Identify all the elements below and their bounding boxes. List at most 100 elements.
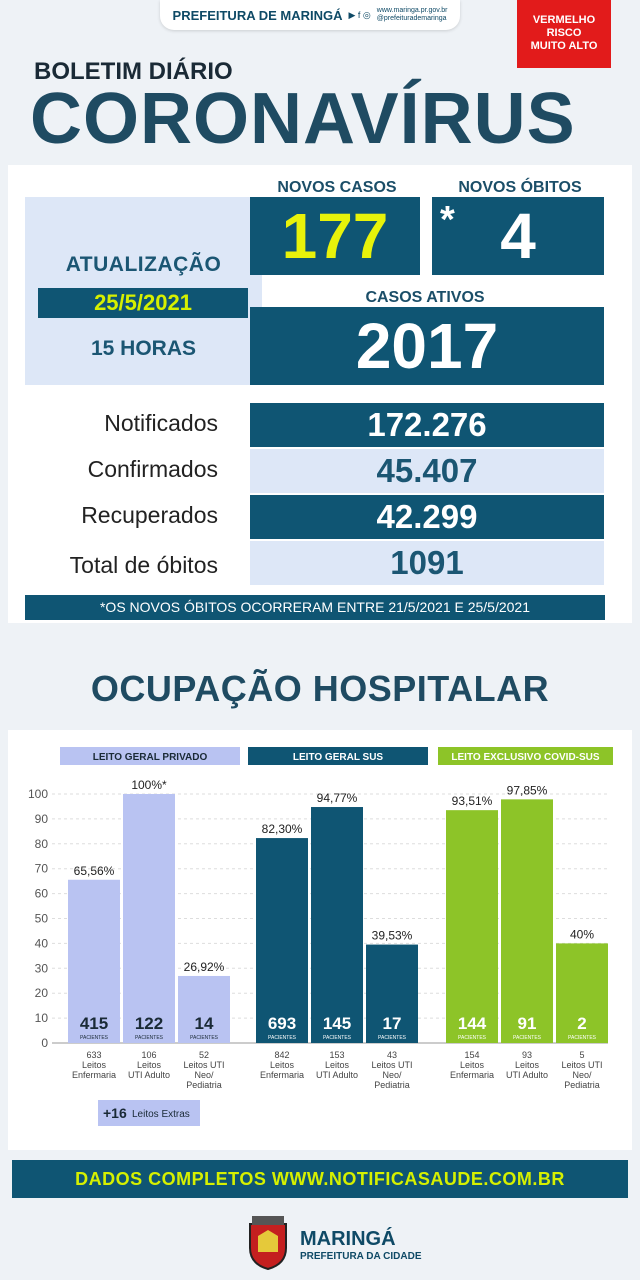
bar-beds-label: Leitos UTI: [561, 1060, 602, 1070]
bar-patients-count: 144: [458, 1014, 487, 1033]
footer-banner: DADOS COMPLETOS WWW.NOTIFICASAUDE.COM.BR: [12, 1160, 628, 1198]
group-header-label: LEITO GERAL SUS: [293, 752, 384, 763]
y-tick-label: 10: [35, 1011, 49, 1025]
bar-beds-label: Enfermaria: [260, 1070, 304, 1080]
bar-beds-label: UTI Adulto: [128, 1070, 170, 1080]
stat-value-confirmados: 45.407: [250, 449, 604, 493]
stat-label-recuperados: Recuperados: [81, 502, 218, 528]
asterisk-mark: *: [440, 199, 455, 241]
group-header-0: [60, 747, 240, 765]
bar-patients-count: 415: [80, 1014, 108, 1033]
stat-value-recuperados: 42.299: [250, 495, 604, 539]
bar: [366, 944, 418, 1043]
bar-beds-label: 52: [199, 1050, 209, 1060]
bar-patients-label: PACIENTES: [458, 1035, 487, 1041]
update-date: 25/5/2021: [38, 288, 248, 318]
bar-beds-label: Neo/: [572, 1070, 592, 1080]
new-deaths-label: NOVOS ÓBITOS: [458, 179, 582, 196]
bar-beds-label: Leitos: [137, 1060, 162, 1070]
y-tick-label: 50: [35, 912, 49, 926]
social-info: www.maringa.pr.gov.br @prefeiturademarin…: [376, 7, 448, 22]
bar-beds-label: Pediatria: [374, 1080, 410, 1090]
y-tick-label: 40: [35, 936, 49, 950]
bar: [311, 807, 363, 1043]
bar-percent-label: 26,92%: [184, 960, 225, 974]
group-header-2: [438, 747, 613, 765]
bar-beds-label: 633: [86, 1050, 101, 1060]
bar-patients-label: PACIENTES: [268, 1035, 297, 1041]
active-cases-value: 2017: [250, 307, 604, 385]
bar: [256, 838, 308, 1043]
update-label: ATUALIZAÇÃO: [65, 253, 222, 276]
bar-beds-label: 93: [522, 1050, 532, 1060]
bar-beds-label: Leitos UTI: [371, 1060, 412, 1070]
bar-patients-label: PACIENTES: [323, 1035, 352, 1041]
bar-patients-count: 17: [383, 1014, 402, 1033]
bar-beds-label: 842: [274, 1050, 289, 1060]
bar-beds-label: Pediatria: [564, 1080, 600, 1090]
bar-beds-label: Enfermaria: [72, 1070, 116, 1080]
bar-patients-label: PACIENTES: [80, 1035, 109, 1041]
y-tick-label: 70: [35, 862, 49, 876]
bar-patients-count: 122: [135, 1014, 163, 1033]
bulletin-label: BOLETIM DIÁRIO: [34, 58, 233, 85]
extra-beds-text: Leitos Extras: [132, 1109, 190, 1120]
bar-beds-label: 43: [387, 1050, 397, 1060]
new-cases-label: NOVOS CASOS: [277, 179, 397, 196]
deaths-note: *OS NOVOS ÓBITOS OCORRERAM ENTRE 21/5/20…: [25, 595, 605, 620]
risk-badge: VERMELHO RISCO MUITO ALTO: [517, 0, 611, 68]
stat-label-obitos: Total de óbitos: [69, 552, 218, 578]
logo-name: MARINGÁ: [300, 1228, 396, 1250]
stat-label-confirmados: Confirmados: [87, 456, 218, 482]
active-cases-label: CASOS ATIVOS: [365, 289, 485, 306]
bar-beds-label: Leitos: [270, 1060, 295, 1070]
top-header-bar: PREFEITURA DE MARINGÁ ▶ f ◎ www.maringa.…: [160, 0, 460, 30]
bar-percent-label: 40%: [570, 927, 594, 941]
bar-patients-label: PACIENTES: [568, 1035, 597, 1041]
bar-beds-label: Leitos UTI: [183, 1060, 224, 1070]
bar-patients-count: 2: [577, 1014, 586, 1033]
bar: [178, 975, 230, 1043]
bar-patients-label: PACIENTES: [513, 1035, 542, 1041]
y-tick-label: 30: [35, 961, 49, 975]
new-deaths-box: * 4: [432, 197, 604, 275]
bar-beds-label: Neo/: [382, 1070, 402, 1080]
new-cases-value: 177: [250, 197, 420, 275]
city-crest-icon: [244, 1214, 292, 1271]
y-tick-label: 90: [35, 812, 49, 826]
bar-percent-label: 93,51%: [452, 794, 493, 808]
bar-beds-label: Leitos: [325, 1060, 350, 1070]
bar-percent-label: 100%*: [131, 778, 167, 792]
bar: [123, 794, 175, 1043]
new-deaths-value: 4: [500, 200, 536, 272]
bar-beds-label: Enfermaria: [450, 1070, 494, 1080]
group-header-label: LEITO GERAL PRIVADO: [93, 752, 208, 763]
y-tick-label: 20: [35, 986, 49, 1000]
extra-beds-badge: [98, 1100, 200, 1126]
stat-label-notificados: Notificados: [104, 410, 218, 436]
stat-value-notificados: 172.276: [250, 403, 604, 447]
bar-patients-count: 693: [268, 1014, 296, 1033]
bar: [501, 799, 553, 1043]
bar-patients-label: PACIENTES: [135, 1035, 164, 1041]
bar: [556, 943, 608, 1043]
group-header-label: LEITO EXCLUSIVO COVID-SUS: [451, 752, 599, 763]
bar-beds-label: UTI Adulto: [316, 1070, 358, 1080]
bar-percent-label: 97,85%: [507, 783, 548, 797]
bar-beds-label: 5: [579, 1050, 584, 1060]
stat-value-obitos: 1091: [250, 541, 604, 585]
bar-percent-label: 94,77%: [317, 791, 358, 805]
main-title: CORONAVÍRUS: [30, 79, 576, 159]
bar-beds-label: Pediatria: [186, 1080, 222, 1090]
occupancy-title: OCUPAÇÃO HOSPITALAR: [90, 668, 550, 709]
logo-sub: PREFEITURA DA CIDADE: [300, 1251, 422, 1262]
bar-patients-count: 145: [323, 1014, 351, 1033]
update-time: 15 HORAS: [90, 337, 197, 360]
y-tick-label: 60: [35, 887, 49, 901]
y-tick-label: 100: [28, 787, 48, 801]
chart-card: 0 10 20 30 40 50 60 70 80 90 100 LEITO GERAL PRIVAD…: [8, 730, 632, 1150]
bar-percent-label: 39,53%: [372, 929, 413, 943]
bar-patients-count: 91: [518, 1014, 537, 1033]
occupancy-chart: 0 10 20 30 40 50 60 70 80 90 100 LEITO GERAL PRIVAD…: [28, 747, 613, 1126]
logo-text: MARINGÁ PREFEITURA DA CIDADE: [300, 1228, 421, 1262]
